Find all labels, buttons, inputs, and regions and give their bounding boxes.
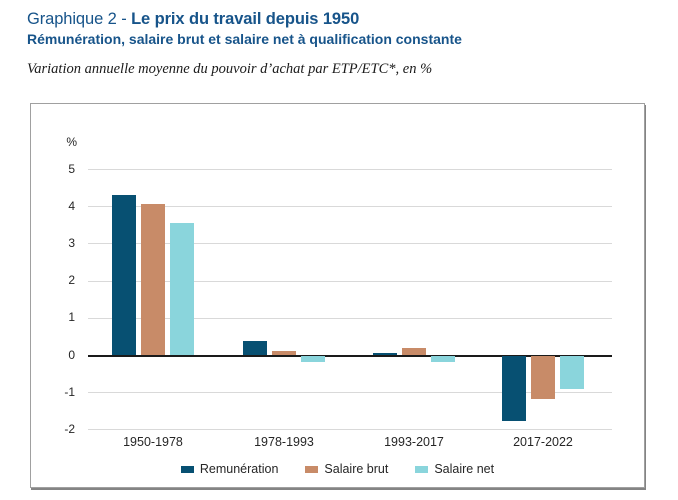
gridline-4 [88, 206, 612, 208]
bar-salaire-brut-1993-2017 [402, 348, 426, 355]
chart-title: Graphique 2 - Le prix du travail depuis … [27, 10, 359, 29]
legend-swatch-icon [180, 465, 194, 473]
y-tick-label-2: 2 [68, 273, 75, 288]
x-tick-label-1950-1978: 1950-1978 [123, 435, 183, 449]
x-tick-label-1993-2017: 1993-2017 [384, 435, 444, 449]
bar-remun-ration-2017-2022 [502, 356, 526, 422]
chart-title-main: Le prix du travail depuis 1950 [131, 10, 360, 28]
bar-remun-ration-1978-1993 [243, 341, 267, 355]
y-tick-label-1: 1 [68, 310, 75, 325]
chart-panel: % Remunération Salaire brut Salaire net 5 4… [30, 103, 645, 488]
gridline-2 [88, 280, 612, 282]
y-tick-label--2: -2 [64, 421, 75, 436]
legend-label: Salaire net [434, 462, 495, 476]
gridline-1 [88, 317, 612, 319]
y-tick-label-3: 3 [68, 235, 75, 250]
y-tick-label-4: 4 [68, 198, 75, 213]
bar-salaire-net-2017-2022 [560, 356, 584, 390]
legend-label: Remunération [199, 462, 279, 476]
legend-item-salaire-net: Salaire net [415, 462, 494, 476]
gridline-5 [88, 169, 612, 170]
y-tick-label--1: -1 [64, 384, 75, 399]
legend-item-salaire-brut: Salaire brut [305, 462, 388, 476]
y-tick-label-5: 5 [68, 161, 75, 176]
chart-note: Variation annuelle moyenne du pouvoir d’… [27, 61, 433, 77]
x-axis-zero-line [88, 354, 612, 357]
y-tick-label-0: 0 [68, 347, 75, 362]
bar-salaire-brut-1950-1978 [141, 204, 165, 355]
chart-legend: Remunération Salaire brut Salaire net [31, 462, 644, 476]
legend-swatch-icon [415, 465, 429, 473]
bar-salaire-net-1993-2017 [431, 356, 455, 362]
x-tick-label-1978-1993: 1978-1993 [254, 435, 314, 449]
chart-subtitle: Rémunération, salaire brut et salaire ne… [27, 31, 462, 47]
bar-remun-ration-1993-2017 [373, 352, 397, 355]
legend-label: Salaire brut [324, 462, 389, 476]
bar-salaire-net-1950-1978 [170, 222, 194, 355]
bar-salaire-brut-1978-1993 [272, 351, 296, 355]
bar-remun-ration-1950-1978 [112, 195, 136, 355]
legend-item-remun-ration: Remunération [180, 462, 279, 476]
legend-swatch-icon [305, 465, 319, 473]
bar-salaire-brut-2017-2022 [531, 356, 555, 399]
gridline-3 [88, 243, 612, 245]
y-axis-unit-label: % [66, 135, 77, 149]
gridline--2 [88, 429, 612, 431]
chart-title-prefix: Graphique 2 - [27, 10, 132, 28]
x-tick-label-2017-2022: 2017-2022 [513, 435, 573, 449]
bar-salaire-net-1978-1993 [301, 356, 325, 362]
gridline--1 [88, 392, 612, 394]
